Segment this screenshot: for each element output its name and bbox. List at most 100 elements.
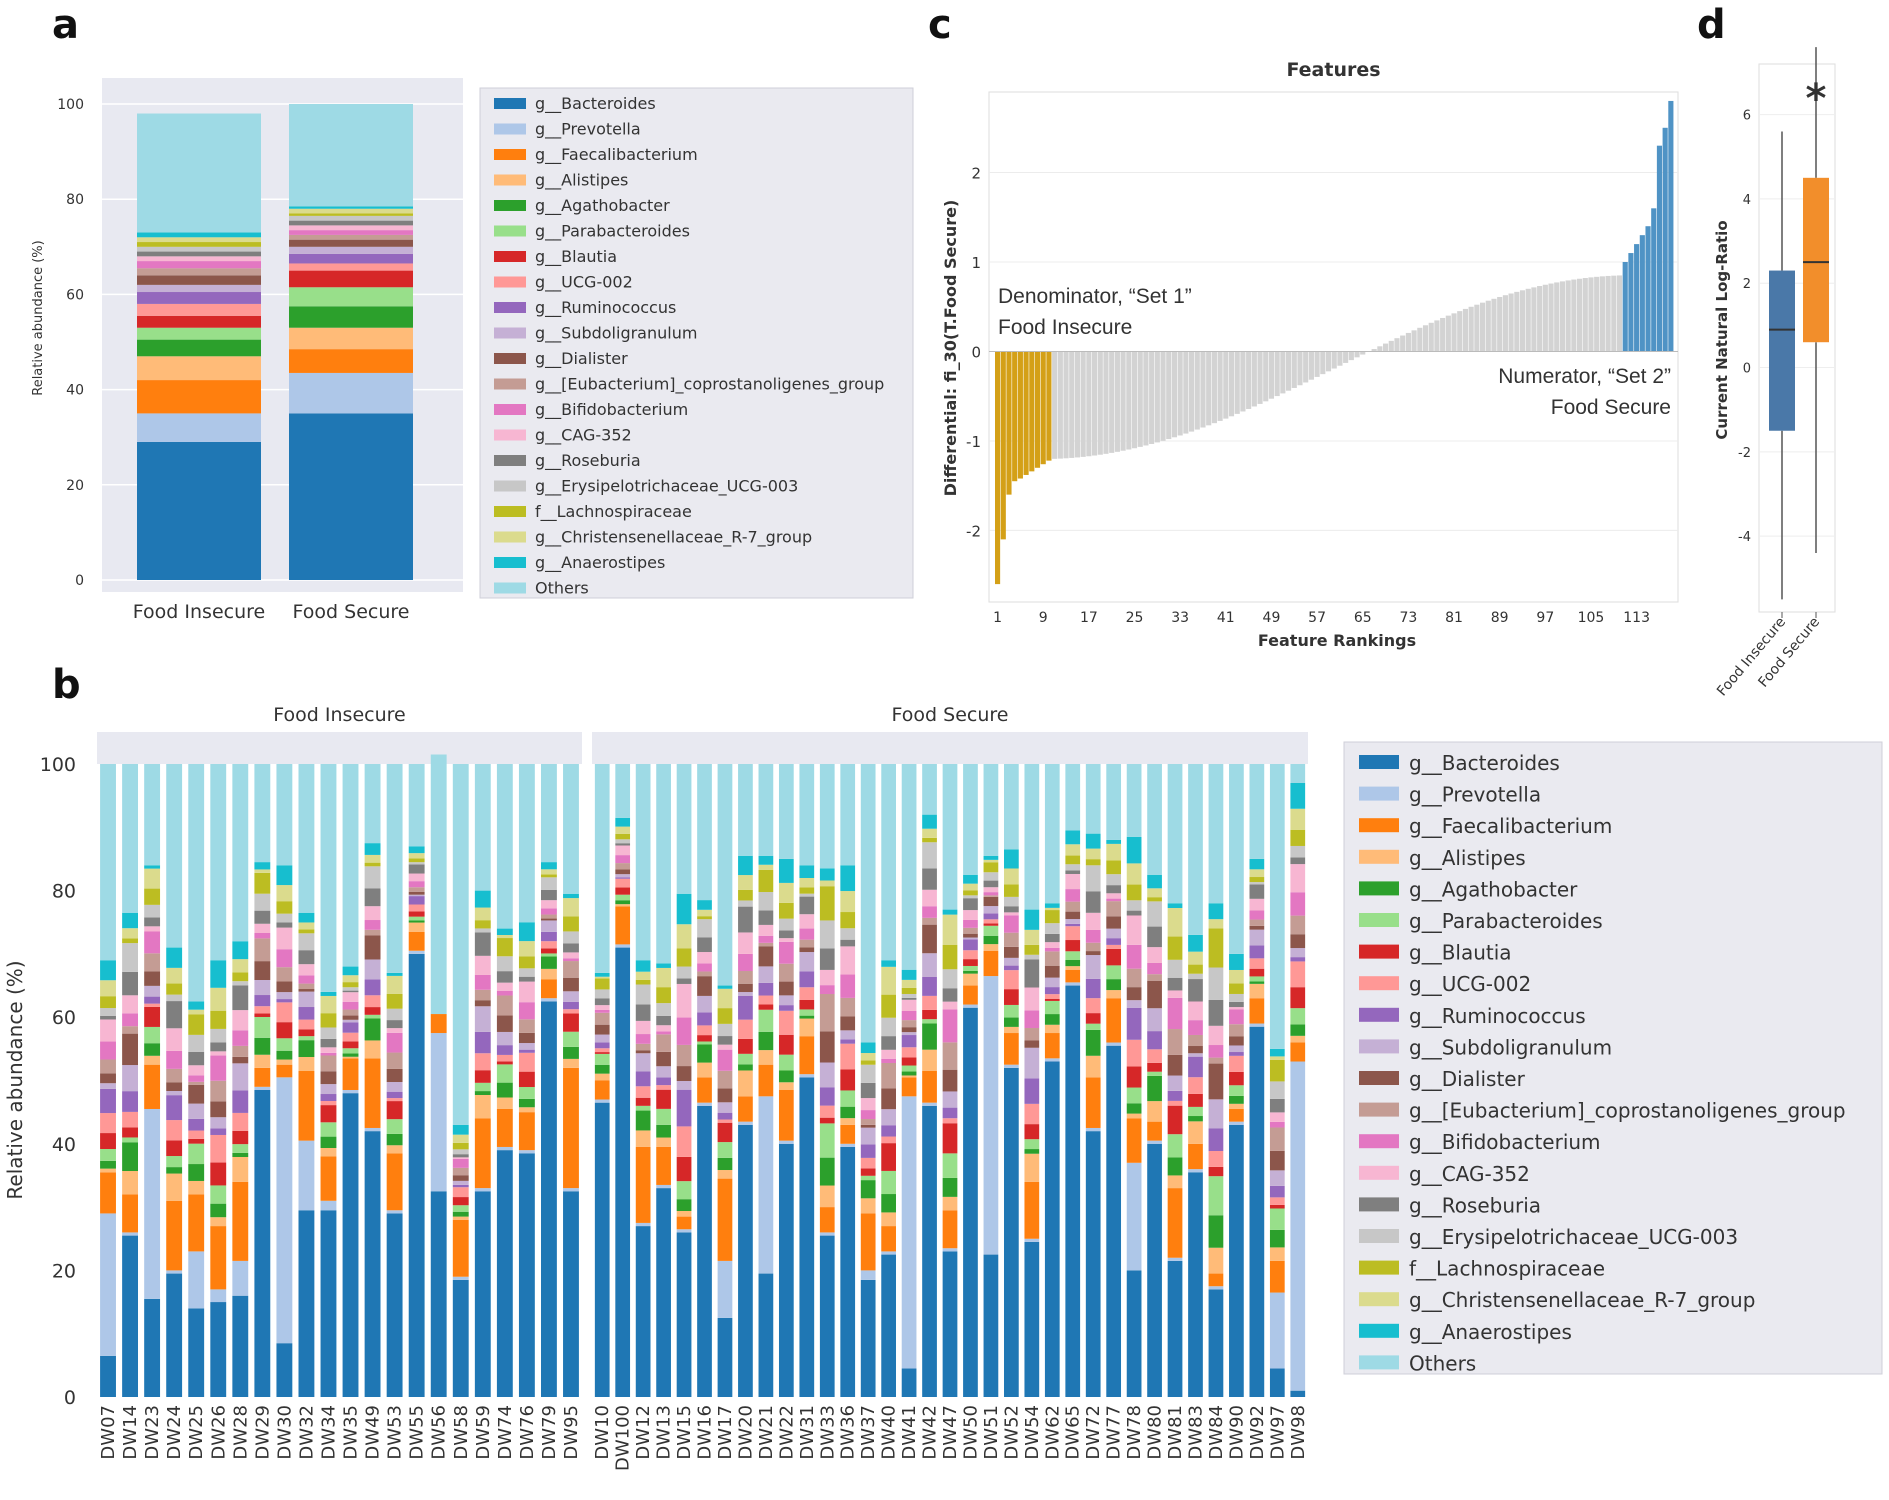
legend-label: g__Bifidobacterium [535, 400, 688, 420]
legend-label: g__CAG-352 [1409, 1162, 1530, 1186]
bar-segment-others [922, 764, 937, 815]
bar-segment-f-lachnospiraceae [408, 858, 425, 863]
bar-segment-g-bifidobacterium [254, 933, 271, 939]
bar-segment-g-parabacteroides [289, 287, 413, 307]
legend-box [1343, 741, 1883, 1375]
bar-segment-g-bifidobacterium [983, 892, 999, 896]
bar-segment-g-prevotella [166, 1270, 183, 1274]
x-tick-label: DW23 [142, 1405, 163, 1460]
bar-segment-g-blautia [563, 1013, 579, 1032]
bar-segment-g-eubacterium-coprostanoligenes-group [881, 1062, 896, 1089]
feature-bar [1194, 351, 1200, 430]
bar-segment-g-cag-352 [1004, 912, 1019, 916]
bar-segment-g-erysipelotrichaceae-ucg-003 [758, 892, 774, 911]
feature-bar [1616, 275, 1623, 352]
bar-segment-others [963, 764, 978, 875]
bar-segment-others [676, 764, 692, 894]
bar-segment-g-bacteroides [1024, 1241, 1040, 1397]
bar-segment-g-anaerostipes [1269, 1048, 1285, 1057]
bar-segment-g-erysipelotrichaceae-ucg-003 [276, 913, 293, 923]
feature-bar [1485, 300, 1491, 352]
bar-segment-g-cag-352 [144, 926, 161, 932]
bar-segment-g-ruminococcus [540, 931, 557, 942]
bar-segment-g-ucg-002 [819, 1105, 835, 1118]
bar-segment-g-christensenellaceae-r-7-group [276, 885, 293, 902]
bar-segment-others [518, 764, 535, 923]
bar-segment-g-ruminococcus [210, 1128, 227, 1135]
bar-segment-g-subdoligranulum [615, 874, 631, 878]
legend-label: g__Roseburia [1409, 1193, 1541, 1217]
bar-segment-g-ucg-002 [983, 919, 999, 924]
bar-segment-g-ucg-002 [1004, 970, 1019, 990]
bar-segment-g-subdoligranulum [758, 966, 774, 983]
bar-segment-g-dialister [540, 918, 557, 921]
bar-segment-g-ruminococcus [1167, 1090, 1183, 1101]
bar-segment-g-alistipes [320, 1147, 337, 1157]
bar-segment-g-prevotella [122, 1232, 139, 1236]
x-tick-label: DW33 [817, 1405, 838, 1460]
bar-segment-g-eubacterium-coprostanoligenes-group [210, 1080, 227, 1102]
bar-segment-g-bifidobacterium [819, 985, 835, 995]
bar-segment-g-anaerostipes [364, 843, 381, 855]
bar-segment-g-alistipes [100, 1168, 116, 1173]
bar-segment-g-blautia [166, 1140, 183, 1157]
bar-segment-g-roseburia [1229, 1001, 1244, 1008]
bar-segment-g-prevotella [100, 1213, 116, 1356]
feature-bar [1383, 343, 1389, 352]
bar-segment-g-eubacterium-coprostanoligenes-group [563, 961, 579, 978]
bar-segment-g-bifidobacterium [144, 931, 161, 954]
legend-swatch-g-eubacterium-coprostanoligenes-group [494, 378, 526, 390]
bar-segment-g-alistipes [963, 973, 978, 986]
bar-segment-g-blautia [276, 1022, 293, 1039]
bar-segment-g-faecalibacterium [474, 1118, 491, 1189]
bar-segment-g-parabacteroides [232, 1144, 249, 1153]
bar-segment-g-cag-352 [386, 1028, 403, 1033]
bar-segment-g-dialister [901, 1027, 917, 1033]
bar-segment-g-alistipes [819, 1185, 835, 1208]
bar-segment-g-cag-352 [738, 932, 753, 954]
bar-segment-g-prevotella [1147, 1140, 1162, 1144]
bar-segment-g-ucg-002 [540, 941, 557, 949]
bar-segment-g-anaerostipes [1065, 830, 1081, 845]
bar-segment-g-faecalibacterium [1229, 1108, 1244, 1122]
x-tick-label: DW76 [517, 1405, 538, 1460]
bar-segment-g-bifidobacterium [518, 1002, 535, 1020]
bar-segment-g-ucg-002 [922, 995, 937, 1010]
bar-segment-g-bifidobacterium [881, 1058, 896, 1063]
bar-segment-g-erysipelotrichaceae-ucg-003 [1106, 874, 1122, 886]
bar-segment-g-faecalibacterium [1147, 1121, 1162, 1141]
bar-segment-g-faecalibacterium [1004, 1033, 1019, 1065]
feature-bar [1445, 315, 1451, 352]
bar-segment-g-eubacterium-coprostanoligenes-group [717, 1070, 733, 1089]
legend-label: f__Lachnospiraceae [535, 502, 692, 522]
bar-segment-g-parabacteroides [942, 1153, 958, 1178]
legend-label: g__Subdoligranulum [1409, 1035, 1612, 1059]
annotation-set1-group: Food Insecure [998, 316, 1132, 339]
bar-segment-g-bacteroides [778, 1143, 794, 1397]
bar-segment-g-anaerostipes [983, 855, 999, 860]
bar-segment-g-prevotella [408, 950, 425, 954]
bar-segment-g-parabacteroides [1208, 1176, 1224, 1216]
bar-segment-g-ucg-002 [1024, 1103, 1040, 1125]
feature-bar [1582, 278, 1588, 352]
bar-segment-g-bacteroides [386, 1213, 403, 1397]
bar-segment-g-agathobacter [1004, 1017, 1019, 1027]
y-tick-label: 1 [971, 254, 981, 272]
bar-segment-others [320, 764, 337, 992]
feature-bar [1594, 276, 1600, 352]
bar-segment-g-eubacterium-coprostanoligenes-group [1188, 1034, 1203, 1047]
legend-label: g__Agathobacter [535, 196, 670, 216]
bar-segment-g-eubacterium-coprostanoligenes-group [254, 938, 271, 962]
bar-segment-g-agathobacter [983, 935, 999, 945]
bar-segment-g-ruminococcus [1208, 1128, 1224, 1152]
bar-segment-g-blautia [540, 948, 557, 954]
legend-label: g__Agathobacter [1409, 877, 1578, 901]
bar-segment-g-christensenellaceae-r-7-group [942, 914, 958, 945]
bar-segment-g-dialister [860, 1124, 876, 1128]
bar-segment-g-agathobacter [1044, 1014, 1060, 1025]
bar-segment-g-bifidobacterium [320, 1052, 337, 1056]
bar-segment-g-faecalibacterium [563, 1067, 579, 1189]
bar-segment-g-bacteroides [1044, 1061, 1060, 1397]
bar-segment-g-dialister [1269, 1150, 1285, 1171]
